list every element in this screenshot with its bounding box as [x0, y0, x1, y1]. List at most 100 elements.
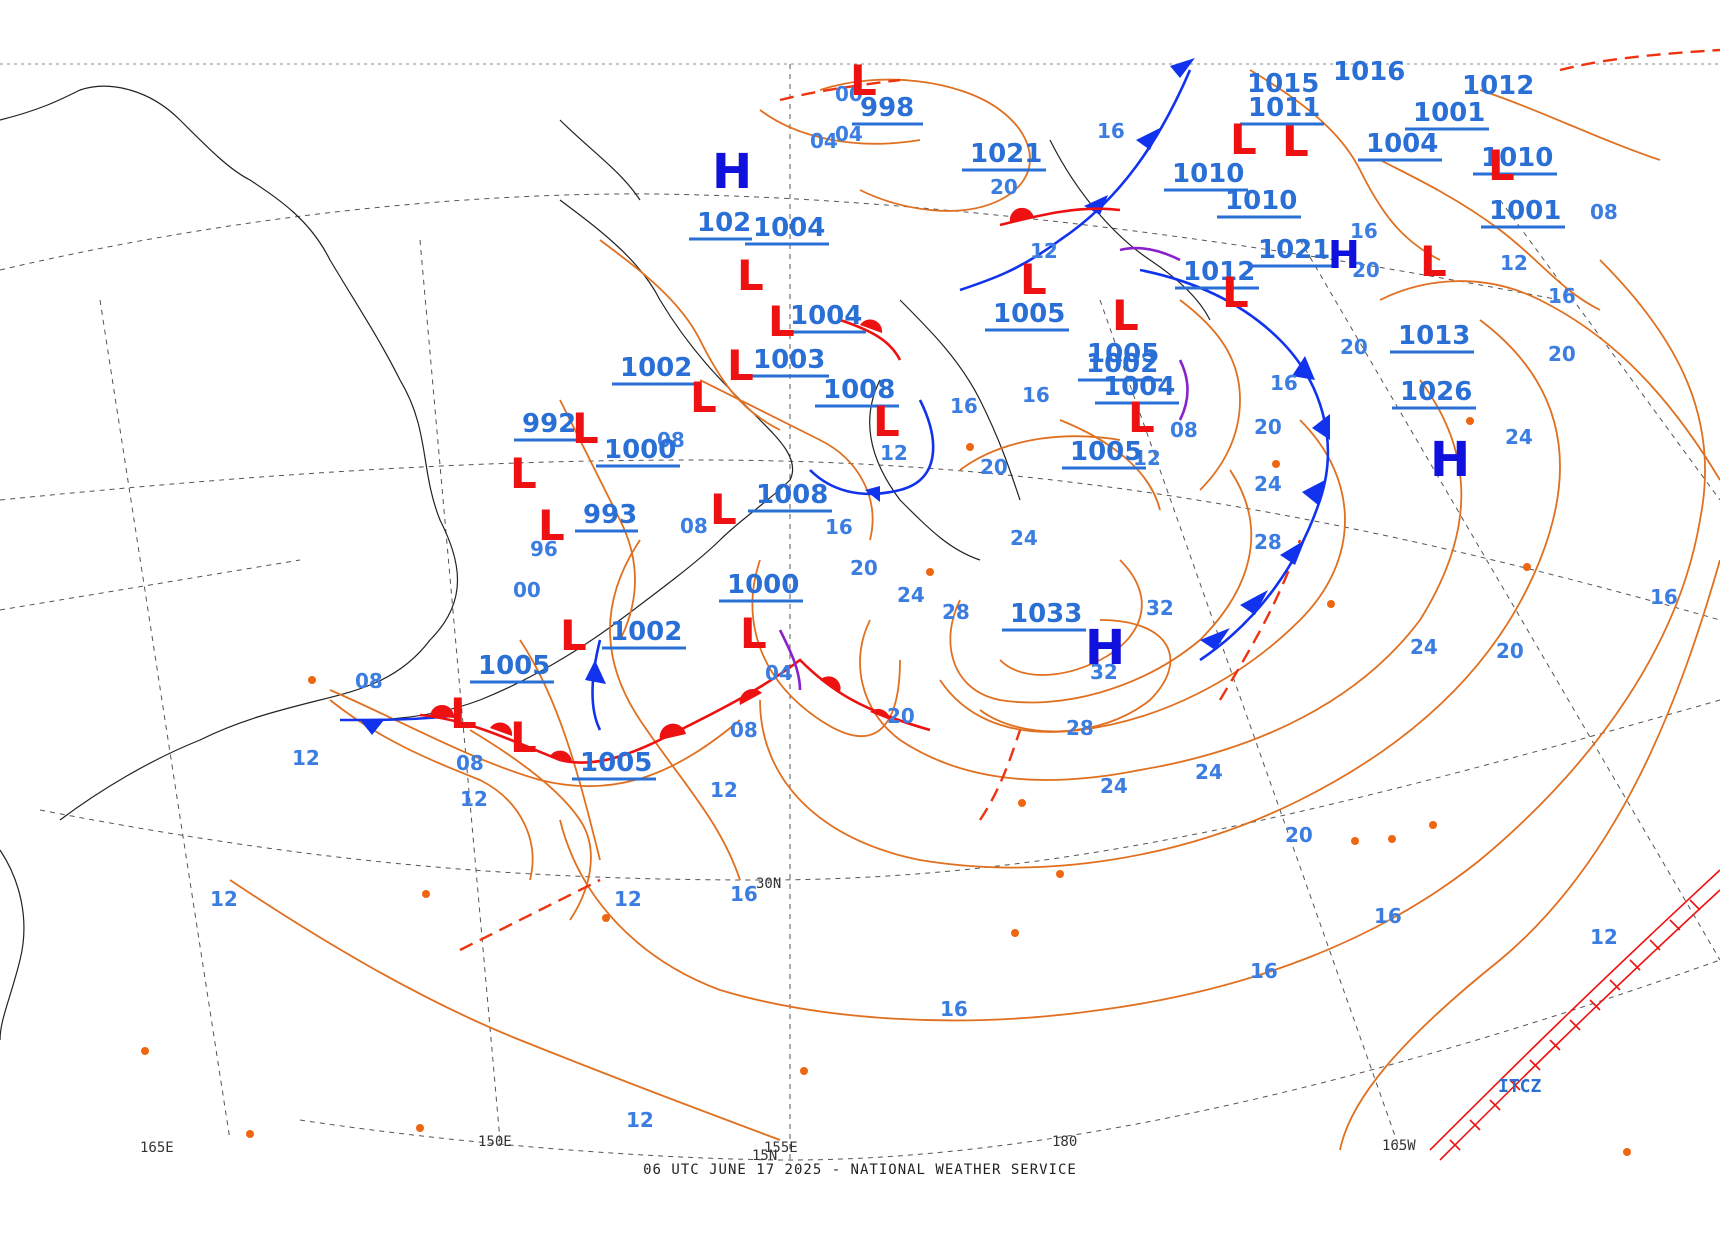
high-pressure-label: 1021 — [1258, 235, 1330, 265]
low-pressure-label: 1003 — [753, 345, 825, 375]
station-markers — [141, 417, 1631, 1156]
isobar-label: 12 — [880, 441, 908, 465]
pressure-label: 1002 — [1086, 349, 1158, 379]
high-pressure-label: 1021 — [970, 139, 1042, 169]
isobar-label: 04 — [835, 122, 863, 146]
isobar-label: 16 — [1270, 371, 1298, 395]
low-pressure-label: 1008 — [756, 480, 828, 510]
isobar-label: 12 — [1030, 239, 1058, 263]
isobar-label: 24 — [897, 583, 925, 607]
low-symbols: L L L L L L L L L L L L L L L L L L L L … — [450, 56, 1515, 762]
low-center-symbol: L — [768, 297, 795, 346]
low-pressure-label: 1001 — [1489, 196, 1561, 226]
high-pressure-label: 1033 — [1010, 599, 1082, 629]
pressure-label: 1005 — [1087, 339, 1159, 369]
map-caption: 06 UTC JUNE 17 2025 - NATIONAL WEATHER S… — [643, 1162, 1077, 1178]
high-symbols: H H H H — [712, 144, 1470, 676]
isobar-label: 08 — [657, 428, 685, 452]
isobar-labels: 08 08 08 08 12 12 12 12 12 12 12 12 12 1… — [210, 82, 1678, 1132]
low-center-symbol: L — [450, 689, 477, 738]
isobar-label: 28 — [942, 600, 970, 624]
longitude-label: 165W — [1382, 1138, 1416, 1154]
low-pressure-label: 1004 — [1366, 129, 1438, 159]
isobar-label: 20 — [1285, 823, 1313, 847]
low-pressure-label: 993 — [583, 500, 637, 530]
isobar-label: 08 — [456, 751, 484, 775]
isobar-label: 16 — [1097, 119, 1125, 143]
isobar-label: 16 — [1548, 284, 1576, 308]
isobar-label: 20 — [990, 175, 1018, 199]
coordinate-labels: 150E 155E 180 165W 165E 30N 15N — [140, 876, 1416, 1164]
high-center-symbol: H — [1430, 432, 1470, 488]
low-center-symbol: L — [1420, 237, 1447, 286]
isobar-label: 96 — [530, 537, 558, 561]
low-center-symbol: L — [1488, 141, 1515, 190]
high-center-symbol: H — [712, 144, 752, 200]
low-center-symbol: L — [710, 485, 737, 534]
low-center-symbol: L — [1128, 393, 1155, 442]
low-center-symbol: L — [510, 449, 537, 498]
low-pressure-label: 1004 — [790, 301, 862, 331]
isobar-label: 12 — [210, 887, 238, 911]
isobar-label: 12 — [710, 778, 738, 802]
graticule — [0, 64, 1720, 1161]
isobar-label: 00 — [835, 82, 863, 106]
low-center-symbol: L — [873, 397, 900, 446]
low-center-symbol: L — [850, 56, 877, 105]
isobar-label: 24 — [1195, 760, 1223, 784]
isobar-label: 04 — [810, 129, 838, 153]
isobar-label: 20 — [1254, 415, 1282, 439]
isobar-label: 12 — [614, 887, 642, 911]
isobar-label: 08 — [730, 718, 758, 742]
pressure-label: 1004 — [1103, 372, 1175, 402]
itcz-band — [1429, 869, 1720, 1161]
isobar-label: 20 — [1352, 258, 1380, 282]
isobar-label: 20 — [1340, 335, 1368, 359]
low-center-symbol: L — [1222, 268, 1249, 317]
low-pressure-label: 992 — [522, 409, 576, 439]
high-pressure-label: 1026 — [1400, 377, 1472, 407]
isobar-label: 20 — [1496, 639, 1524, 663]
pressure-label: 1013 — [1398, 321, 1470, 351]
low-pressure-label: 1005 — [580, 748, 652, 778]
low-pressure-label: 1000 — [727, 570, 799, 600]
isobar-label: 20 — [980, 455, 1008, 479]
isobar-label: 32 — [1090, 660, 1118, 684]
low-pressure-label: 1002 — [620, 353, 692, 383]
isobar-label: 08 — [1170, 418, 1198, 442]
low-center-symbol: L — [1230, 115, 1257, 164]
isobar-label: 32 — [1146, 596, 1174, 620]
isobar-label: 12 — [460, 787, 488, 811]
isobar-label: 12 — [292, 746, 320, 770]
low-pressure-label: 1004 — [753, 213, 825, 243]
low-center-symbol: L — [740, 609, 767, 658]
longitude-label: 150E — [478, 1134, 512, 1150]
isobar-label: 16 — [1250, 959, 1278, 983]
longitude-label: 180 — [1052, 1134, 1077, 1150]
low-pressure-label: 1002 — [610, 617, 682, 647]
isobar-label: 16 — [1350, 219, 1378, 243]
low-center-symbol: L — [1020, 255, 1047, 304]
low-center-symbol: L — [1282, 117, 1309, 166]
isobar-label: 28 — [1254, 530, 1282, 554]
isobar-label: 08 — [680, 514, 708, 538]
isobar-label: 28 — [1066, 716, 1094, 740]
warm-front-bumps — [430, 207, 1034, 762]
isobar-label: 24 — [1505, 425, 1533, 449]
isobar-label: 24 — [1410, 635, 1438, 659]
isobar-label: 16 — [730, 882, 758, 906]
isobar-label: 12 — [626, 1108, 654, 1132]
pressure-label: 1005 — [993, 299, 1065, 329]
pressure-underlines — [470, 122, 1565, 781]
isobar-label: 24 — [1010, 526, 1038, 550]
low-center-symbol: L — [538, 501, 565, 550]
isobar-label: 00 — [513, 578, 541, 602]
low-pressure-label: 1005 — [1070, 437, 1142, 467]
isobar-label: 24 — [1254, 472, 1282, 496]
low-pressure-label: 1012 — [1183, 257, 1255, 287]
low-center-symbol: L — [737, 251, 764, 300]
isobar-label: 16 — [1374, 904, 1402, 928]
low-pressure-label: 1010 — [1481, 143, 1553, 173]
isobar-label: 08 — [1590, 200, 1618, 224]
occluded-fronts — [778, 246, 1189, 691]
